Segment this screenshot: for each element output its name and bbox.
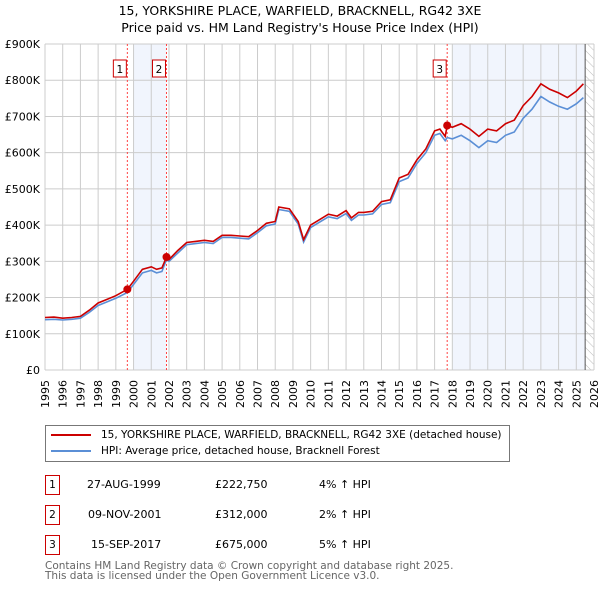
sale-label-box [151,59,166,78]
x-tick-label: 2018 [446,380,459,408]
y-tick-label: £500K [5,183,41,196]
sale-point [162,252,171,261]
x-tick-label: 2015 [393,380,406,408]
x-tick-label: 2026 [588,380,600,408]
sale-label-box [432,59,447,78]
x-tick-label: 2002 [163,380,176,408]
x-tick-label: 2024 [553,380,566,408]
transaction-date: 27-AUG-1999 [87,478,161,491]
x-tick-label: 2007 [252,380,265,408]
transaction-price: £312,000 [215,508,268,521]
legend-property-label: 15, YORKSHIRE PLACE, WARFIELD, BRACKNELL… [101,429,502,441]
x-tick-label: 2023 [535,380,548,408]
x-tick-label: 2021 [499,380,512,408]
x-tick-label: 2016 [411,380,424,408]
transaction-hpi: 2% ↑ HPI [319,508,371,521]
x-tick-label: 2003 [181,380,194,408]
x-tick-label: 2022 [517,380,530,408]
x-tick-label: 2010 [305,380,318,408]
legend-hpi-label: HPI: Average price, detached house, Brac… [101,445,380,457]
transaction-row: 1 27-AUG-1999 £222,750 4% ↑ HPI [45,475,445,495]
transaction-row: 2 09-NOV-2001 £312,000 2% ↑ HPI [45,505,445,525]
x-tick-label: 2013 [358,380,371,408]
transaction-hpi: 5% ↑ HPI [319,538,371,551]
transaction-date: 15-SEP-2017 [91,538,162,551]
y-tick-label: £100K [5,328,41,341]
footer-copyright: Contains HM Land Registry data © Crown c… [45,560,454,572]
shaded-region [452,44,586,370]
x-tick-label: 2006 [234,380,247,408]
forecast-hatch [585,44,594,370]
x-tick-label: 2017 [429,380,442,408]
legend: 15, YORKSHIRE PLACE, WARFIELD, BRACKNELL… [45,425,510,462]
transaction-number: 3 [45,535,60,555]
x-tick-label: 2008 [269,380,282,408]
x-tick-label: 1999 [110,380,123,408]
y-tick-label: £800K [5,74,41,87]
transaction-price: £222,750 [215,478,268,491]
y-tick-label: £0 [26,364,40,377]
x-tick-label: 2011 [322,380,335,408]
chart-title: 15, YORKSHIRE PLACE, WARFIELD, BRACKNELL… [118,3,482,18]
x-tick-label: 1995 [39,380,52,408]
sale-point [123,285,132,294]
shaded-region [133,44,167,370]
y-tick-label: £300K [5,255,41,268]
sale-label: 1 [117,64,124,76]
x-tick-label: 2014 [375,380,388,408]
x-tick-label: 2009 [287,380,300,408]
x-tick-label: 2004 [198,380,211,408]
transaction-row: 3 15-SEP-2017 £675,000 5% ↑ HPI [45,535,445,555]
transaction-date: 09-NOV-2001 [88,508,162,521]
x-tick-label: 2005 [216,380,229,408]
legend-hpi-line [51,450,91,452]
sale-label: 3 [436,64,443,76]
transaction-hpi: 4% ↑ HPI [319,478,371,491]
legend-property-line [51,434,91,436]
price-chart: 1995 1996 1997 1998 1999 2000 2001 2002 2003 2004… [5,38,600,408]
x-tick-label: 2012 [340,380,353,408]
y-tick-label: £700K [5,110,41,123]
sale-label: 2 [156,64,163,76]
x-tick-label: 1996 [57,380,70,408]
x-tick-label: 1997 [74,380,87,408]
chart-subtitle: Price paid vs. HM Land Registry's House … [121,20,479,35]
x-tick-label: 1998 [92,380,105,408]
transaction-number: 2 [45,505,60,525]
footer-licence: This data is licensed under the Open Gov… [45,570,380,582]
x-tick-label: 2020 [482,380,495,408]
property-price-line [44,82,584,320]
transaction-number: 1 [45,475,60,495]
x-tick-label: 2025 [570,380,583,408]
y-tick-label: £200K [5,292,41,305]
y-tick-label: £900K [5,38,41,51]
transaction-price: £675,000 [215,538,268,551]
sale-point [443,121,452,130]
hpi-line [44,95,584,321]
x-tick-label: 2000 [128,380,141,408]
y-tick-label: £600K [5,147,41,160]
x-tick-label: 2019 [464,380,477,408]
y-tick-label: £400K [5,219,41,232]
x-tick-label: 2001 [145,380,158,408]
sale-label-box [112,59,127,78]
